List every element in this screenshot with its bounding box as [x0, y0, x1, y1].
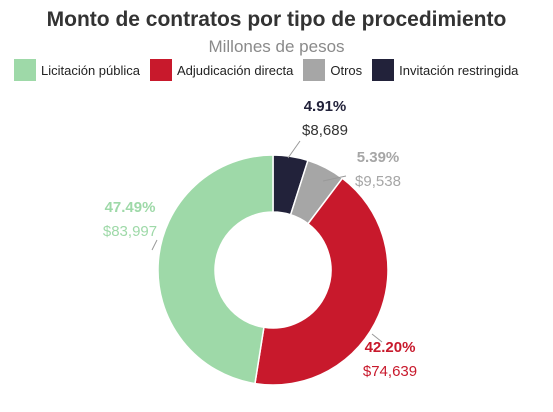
percent-label-invitacion: 4.91% [304, 98, 347, 115]
percent-label-licitacion: 47.49% [105, 199, 156, 216]
legend-item-invitacion: Invitación restringida [372, 59, 518, 81]
connector-licitacion [151, 239, 158, 251]
value-label-invitacion: $8,689 [302, 122, 348, 139]
legend-item-adjudicacion: Adjudicación directa [150, 59, 293, 81]
legend-swatch-licitacion [14, 59, 36, 81]
slice-adjudicacion [254, 177, 389, 386]
connector-otros [322, 175, 347, 182]
value-label-licitacion: $83,997 [103, 223, 157, 240]
connector-invitacion [287, 140, 301, 159]
legend-label-adjudicacion: Adjudicación directa [177, 62, 294, 78]
percent-label-otros: 5.39% [357, 149, 400, 166]
chart-title: Monto de contratos por tipo de procedimi… [46, 8, 507, 31]
legend-label-otros: Otros [330, 62, 363, 78]
legend-swatch-otros [303, 59, 326, 81]
connector-adjudicacion [371, 333, 383, 343]
slice-licitacion [157, 154, 274, 385]
legend-swatch-adjudicacion [150, 59, 173, 81]
legend: Licitación pública Adjudicación directa … [14, 59, 544, 81]
chart-subtitle: Millones de pesos [208, 37, 345, 56]
legend-label-invitacion: Invitación restringida [399, 62, 519, 78]
legend-item-licitacion: Licitación pública [14, 59, 140, 81]
value-label-otros: $9,538 [355, 173, 401, 190]
value-label-adjudicacion: $74,639 [363, 363, 417, 380]
percent-label-adjudicacion: 42.20% [365, 339, 416, 356]
legend-label-licitacion: Licitación pública [41, 62, 141, 78]
legend-swatch-invitacion [372, 59, 395, 81]
legend-item-otros: Otros [303, 59, 362, 81]
